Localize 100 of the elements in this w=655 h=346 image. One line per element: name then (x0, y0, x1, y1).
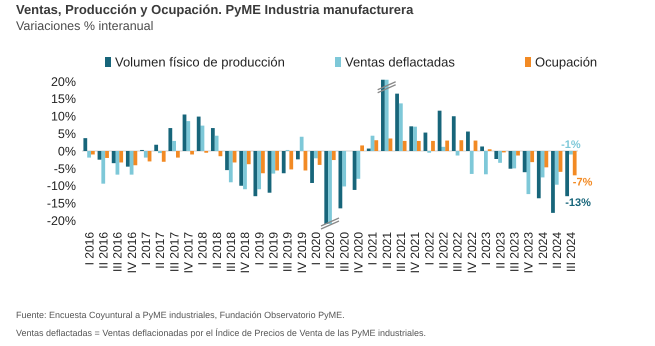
bar (516, 151, 520, 156)
x-tick-label: I 2018 (196, 232, 210, 266)
bar (133, 151, 138, 166)
bar (474, 140, 478, 151)
bar (268, 151, 272, 193)
bar (239, 151, 244, 186)
bar (338, 151, 342, 208)
bar (352, 151, 356, 190)
bar (190, 151, 194, 154)
bar (289, 151, 294, 170)
x-tick-label: IV 2022 (464, 232, 479, 274)
bar (130, 151, 134, 175)
y-tick-label: 0% (58, 144, 76, 158)
bar (512, 151, 516, 168)
bar (388, 138, 392, 151)
x-tick-label: III 2018 (224, 232, 238, 272)
x-tick-label: II 2024 (550, 232, 564, 269)
bar (186, 121, 190, 151)
x-tick-label: IV 2016 (124, 232, 139, 274)
y-tick-label: 10% (50, 110, 76, 124)
bar (470, 151, 474, 174)
x-tick-label: II 2016 (96, 232, 110, 269)
x-tick-label: II 2017 (153, 232, 168, 269)
bar (381, 80, 385, 151)
x-tick-label: III 2017 (167, 232, 182, 272)
bar (360, 145, 364, 151)
bar (300, 136, 304, 151)
y-tick-label: -5% (54, 162, 76, 176)
bar (498, 151, 502, 163)
y-tick-label: -20% (46, 214, 76, 228)
x-tick-label: IV 2019 (294, 232, 309, 274)
bar (558, 151, 562, 172)
y-tick-label: 15% (50, 92, 76, 106)
bar (508, 151, 512, 169)
x-tick-label: I 2021 (366, 232, 380, 266)
x-tick-label: III 2022 (450, 232, 465, 272)
bar (282, 151, 286, 174)
x-tick-label: IV 2023 (522, 232, 536, 274)
bar (522, 151, 527, 172)
bar (182, 114, 186, 151)
bar (253, 151, 258, 196)
y-tick-label: 5% (58, 126, 76, 141)
legend-label: Ventas deflactadas (345, 54, 456, 70)
bar (402, 140, 407, 151)
bar (271, 151, 276, 174)
bar (257, 151, 262, 190)
bar (416, 140, 421, 151)
x-tick-label: II 2023 (493, 232, 508, 269)
bar (551, 151, 555, 213)
x-tick-label: I 2017 (138, 232, 153, 266)
bar (530, 151, 534, 162)
bar (296, 151, 300, 160)
bar (540, 151, 544, 178)
bar (370, 136, 374, 151)
bar (83, 138, 88, 151)
bar (398, 103, 403, 151)
source-note: Fuente: Encuesta Coyuntural a PyME industriales, Fundación Observatorio PyME. (16, 310, 345, 320)
bar (261, 151, 265, 174)
bar (225, 151, 229, 170)
bar (328, 151, 332, 224)
bar (441, 146, 446, 151)
bar (409, 126, 414, 151)
x-tick-label: II 2019 (266, 232, 281, 269)
x-tick-label: I 2022 (422, 232, 436, 266)
bar (210, 128, 215, 151)
bar (126, 151, 130, 167)
bar (324, 151, 328, 224)
bar (395, 94, 399, 151)
x-tick-label: III 2020 (337, 232, 352, 272)
bar (196, 116, 201, 151)
bar (314, 151, 318, 158)
bar (90, 151, 95, 154)
bar (304, 151, 308, 170)
data-label: -1% (561, 139, 581, 151)
x-tick-label: III 2019 (280, 232, 295, 272)
legend-label: Volumen físico de producción (115, 54, 285, 70)
bar (246, 151, 251, 164)
bar (119, 151, 124, 162)
bar (332, 151, 336, 160)
bar (466, 132, 470, 151)
x-tick-label: I 2023 (479, 232, 494, 266)
legend-label: Ocupación (535, 54, 598, 70)
bar (87, 151, 91, 158)
bar (484, 151, 488, 174)
bar (536, 151, 541, 198)
bar (168, 128, 172, 151)
y-tick-label: -10% (46, 179, 76, 194)
chart-subtitle: Variaciones % interanual (16, 19, 154, 33)
bar (172, 140, 176, 151)
bar (214, 136, 219, 151)
bar (176, 151, 180, 158)
x-tick-label: III 2024 (564, 232, 578, 272)
text: Ventas deflactadas = Ventas deflacionadas por el Índice de Precios de Venta de las PyME industriales. (16, 328, 426, 338)
data-label: -7% (572, 176, 593, 188)
x-tick-label: IV 2018 (238, 232, 252, 274)
bar (554, 151, 559, 185)
bar (569, 151, 573, 154)
bar (438, 110, 442, 151)
bar (243, 151, 247, 190)
x-tick-label: II 2020 (323, 232, 338, 269)
